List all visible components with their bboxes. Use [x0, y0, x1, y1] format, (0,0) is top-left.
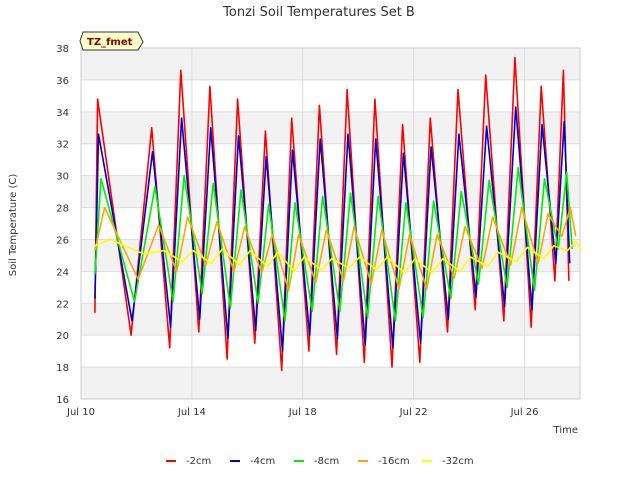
legend-label: -4cm — [250, 456, 275, 467]
y-axis-title: Soil Temperature (C) — [8, 174, 19, 277]
station-badge: TZ_fmet — [79, 31, 144, 51]
series-line-16cm — [94, 206, 577, 292]
x-tick-label: Jul 10 — [66, 407, 95, 418]
badge-shape — [79, 31, 144, 51]
legend: -2cm -4cm -8cm -16cm -32cm — [166, 456, 474, 467]
background-band — [81, 367, 580, 399]
x-tick-label: Jul 14 — [177, 407, 206, 418]
background-band — [81, 303, 580, 336]
background-band — [81, 48, 580, 80]
legend-label: -32cm — [442, 456, 474, 467]
x-tick-label: Jul 26 — [510, 407, 539, 418]
x-tick-label: Jul 22 — [399, 407, 428, 418]
series-layer — [94, 56, 583, 372]
y-tick-labels: 16 18 20 22 24 26 28 30 32 34 36 38 — [56, 44, 69, 406]
y-tick-label: 16 — [56, 395, 69, 406]
y-tick-label: 20 — [56, 331, 69, 342]
background-bands — [81, 48, 580, 399]
y-tick-label: 34 — [56, 108, 69, 119]
background-band — [81, 111, 580, 144]
y-tick-label: 18 — [56, 363, 69, 374]
y-tick-label: 22 — [56, 299, 69, 310]
series-line-32cm — [94, 238, 583, 274]
x-tick-labels: Jul 10 Jul 14 Jul 18 Jul 22 Jul 26 — [66, 407, 539, 418]
background-band — [81, 175, 580, 208]
y-tick-label: 24 — [56, 267, 69, 278]
x-tick-label: Jul 18 — [288, 407, 317, 418]
plot-frame — [80, 47, 581, 400]
series-line-8cm — [94, 166, 573, 322]
badge-label: TZ_fmet — [87, 37, 133, 48]
grid-lines — [80, 47, 580, 400]
legend-label: -2cm — [186, 456, 211, 467]
y-tick-label: 32 — [56, 140, 69, 151]
chart-title: Tonzi Soil Temperatures Set B — [222, 5, 415, 20]
legend-label: -16cm — [378, 456, 410, 467]
y-tick-label: 36 — [56, 76, 69, 87]
x-axis-title: Time — [553, 425, 578, 436]
legend-label: -8cm — [314, 456, 339, 467]
y-tick-label: 38 — [56, 44, 69, 55]
series-line-4cm — [94, 106, 571, 352]
y-tick-label: 26 — [56, 235, 69, 246]
y-tick-label: 30 — [56, 172, 69, 183]
y-tick-label: 28 — [56, 204, 69, 215]
